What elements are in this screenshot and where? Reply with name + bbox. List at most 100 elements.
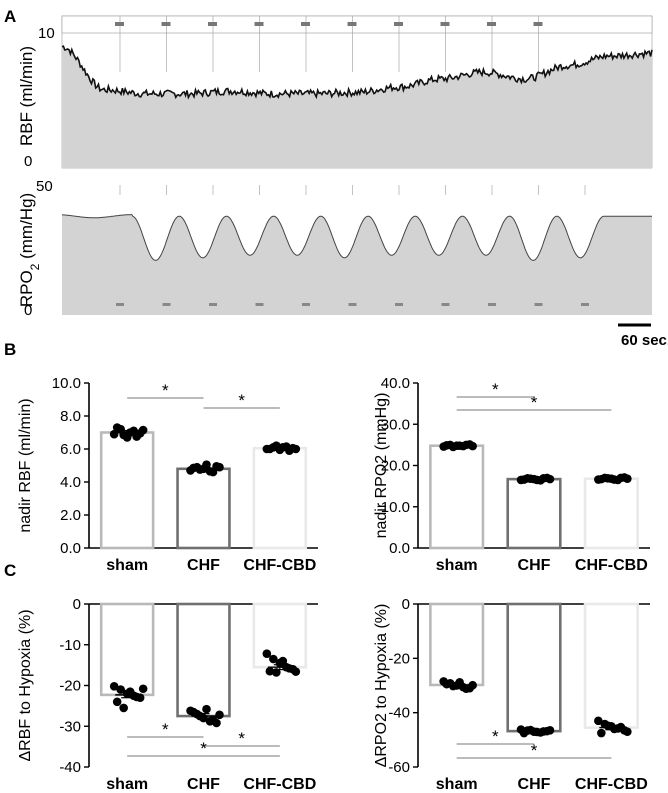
data-point xyxy=(116,685,125,694)
panel-label-b: B xyxy=(4,340,16,359)
data-point xyxy=(468,680,477,690)
rbf-event-markers xyxy=(115,16,543,72)
category-label-chf-cbd: CHF-CBD xyxy=(575,776,648,793)
data-point xyxy=(109,429,119,439)
nadir-rbf-chart: 0.0 2.0 4.0 6.0 8.0 10.0 nadir RBF (ml/min) sha… xyxy=(17,375,318,574)
rpo2-ylabel: RPO2 (mm/Hg) xyxy=(17,193,42,307)
y-tick-label: -30 xyxy=(59,718,81,735)
data-point xyxy=(278,443,288,452)
data-point xyxy=(545,726,555,735)
data-point xyxy=(189,707,198,717)
data-point xyxy=(539,473,548,483)
data-point xyxy=(215,710,224,720)
bar-sham xyxy=(429,444,485,550)
y-tick-label: -40 xyxy=(388,705,410,722)
bar-chf-cbd xyxy=(252,602,308,669)
data-point xyxy=(112,697,122,707)
rbf-event-marker-tag xyxy=(394,22,403,26)
rbf-event-marker-tag xyxy=(208,22,217,26)
rbf-trace-line xyxy=(61,45,653,100)
y-tick-label: 0 xyxy=(402,596,410,613)
panel-label-c: C xyxy=(4,561,16,580)
category-label-chf: CHF xyxy=(187,557,220,574)
data-point xyxy=(597,474,606,484)
time-scale-label: 60 sec. xyxy=(621,332,668,349)
category-label-chf: CHF xyxy=(518,776,551,793)
y-tick-label: -10 xyxy=(59,637,81,654)
data-point xyxy=(545,474,555,484)
significance-star: * xyxy=(238,391,245,410)
data-point xyxy=(442,679,451,689)
rpo2-trace-panel: 50 0 RPO2 (mm/Hg) 60 sec. xyxy=(17,178,668,349)
data-point xyxy=(616,722,626,732)
data-point xyxy=(623,727,632,736)
data-point xyxy=(265,444,275,454)
rpo2-ylabel-sub: 2 xyxy=(28,263,42,270)
data-point xyxy=(291,667,301,676)
rpo2-trace-line xyxy=(61,214,652,261)
y-tick-label: 40.0 xyxy=(381,375,410,392)
data-point xyxy=(132,692,141,702)
significance-star: * xyxy=(531,741,538,760)
rbf-event-marker-tag xyxy=(347,22,357,26)
rpo2-event-marker-tag xyxy=(162,303,171,306)
category-label-sham: sham xyxy=(106,557,148,574)
rpo2-ylabel-tail: (mm/Hg) xyxy=(17,193,36,264)
data-point xyxy=(603,473,613,483)
significance-star: * xyxy=(238,729,245,748)
data-point xyxy=(461,440,471,450)
rbf-event-marker-tag xyxy=(301,22,310,26)
significance-star: * xyxy=(200,739,207,758)
data-point xyxy=(202,460,211,469)
rpo2-event-marker-tag xyxy=(395,303,403,306)
data-point xyxy=(109,682,119,691)
rbf-trace-panel: 10 0 RBF (ml/min) xyxy=(17,15,653,170)
bar-chf-cbd xyxy=(583,602,639,729)
data-point xyxy=(119,430,128,440)
data-point xyxy=(455,441,464,451)
data-point xyxy=(610,724,619,734)
category-label-chf-cbd: CHF-CBD xyxy=(243,557,316,574)
data-point xyxy=(272,668,281,677)
y-tick-label: 8.0 xyxy=(60,408,81,425)
rpo2-event-marker-tag xyxy=(488,303,496,306)
y-tick-label: 10.0 xyxy=(52,375,81,392)
data-point xyxy=(532,727,542,737)
significance-star: * xyxy=(162,720,169,739)
data-point xyxy=(448,681,458,691)
rbf-event-marker-tag xyxy=(161,22,171,26)
bar-chf-cbd xyxy=(583,477,639,550)
rpo2-trace-area xyxy=(62,214,652,315)
data-point xyxy=(265,666,275,676)
data-point xyxy=(597,728,606,738)
significance-star: * xyxy=(162,381,169,400)
data-point xyxy=(610,475,619,484)
y-tick-label: -20 xyxy=(59,678,81,695)
rpo2-event-marker-tag xyxy=(255,303,264,306)
data-point xyxy=(119,703,128,713)
data-point xyxy=(138,684,148,694)
data-point xyxy=(532,475,542,485)
y-tick-label: 10.0 xyxy=(381,499,410,516)
bar-sham xyxy=(99,602,155,697)
y-axis-label: nadir RBF (ml/min) xyxy=(17,398,34,532)
data-point xyxy=(442,440,451,450)
rbf-event-marker-tag xyxy=(487,22,496,26)
data-point xyxy=(603,721,613,731)
significance-star: * xyxy=(531,393,538,412)
data-point xyxy=(202,704,211,714)
data-point xyxy=(519,728,529,738)
data-point xyxy=(285,446,294,455)
y-tick-label: -60 xyxy=(388,759,410,776)
rbf-event-marker-tag xyxy=(440,22,450,26)
data-point xyxy=(125,428,135,437)
category-label-chf-cbd: CHF-CBD xyxy=(575,557,648,574)
data-point xyxy=(468,441,477,451)
data-point xyxy=(594,716,603,726)
rpo2-event-marker-tag xyxy=(534,303,543,306)
y-tick-label: 6.0 xyxy=(60,441,81,458)
data-point xyxy=(195,711,205,721)
